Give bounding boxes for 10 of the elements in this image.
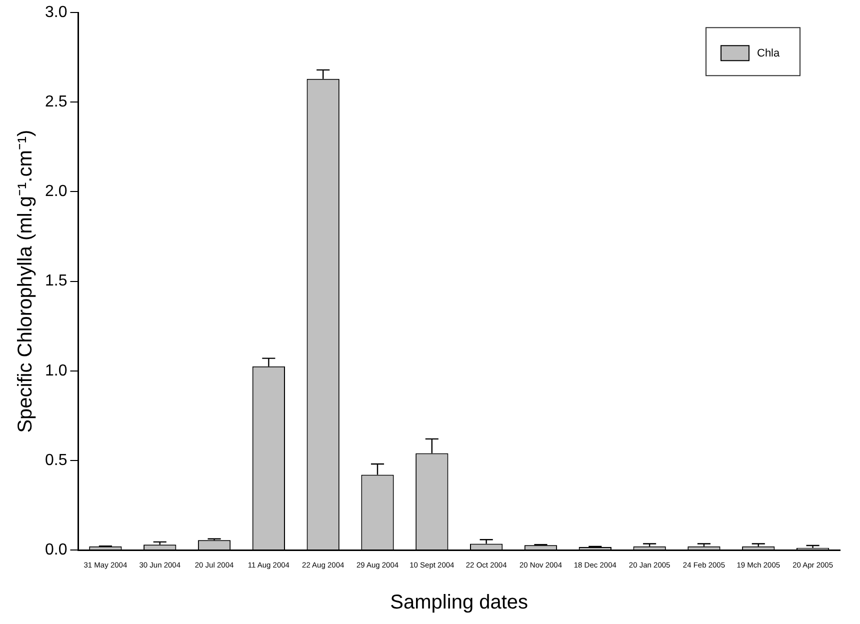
x-axis-title: Sampling dates [390,592,528,614]
y-tick-label: 1.5 [44,272,68,290]
y-axis-title: Specific Chlorophylla (ml.g⁻¹.cm⁻¹) [14,130,37,433]
y-tick-label: 3.0 [44,4,68,22]
legend-label: Chla [757,48,781,60]
y-tick-label: 0.0 [44,541,68,558]
y-tick-label: 1.0 [44,362,68,380]
y-tick-label: 2.5 [44,94,68,111]
y-tick-label: 2.0 [44,183,68,200]
y-tick-label: 0.5 [44,452,68,469]
